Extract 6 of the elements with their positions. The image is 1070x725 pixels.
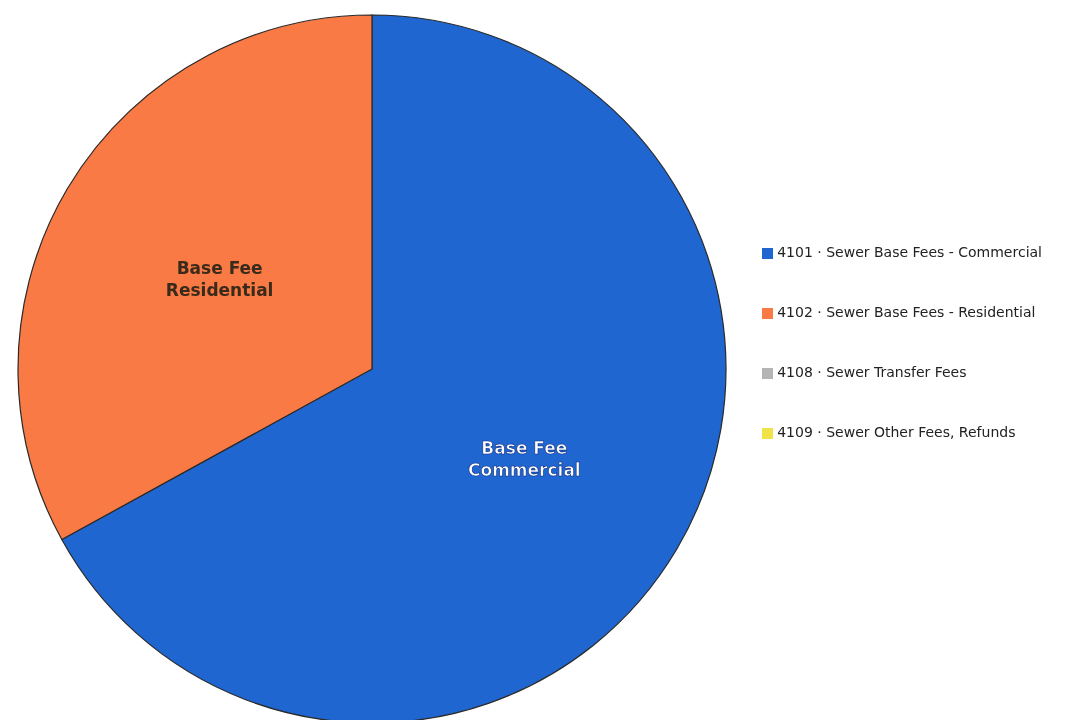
text: Base Fee Commercial (468, 438, 581, 481)
legend-label: 4108 · Sewer Transfer Fees (777, 364, 967, 380)
legend-label: 4109 · Sewer Other Fees, Refunds (777, 424, 1016, 440)
text: Base Fee Residential (165, 257, 274, 300)
legend-label: 4102 · Sewer Base Fees - Residential (777, 304, 1036, 320)
legend-label: 4101 · Sewer Base Fees - Commercial (777, 244, 1042, 260)
